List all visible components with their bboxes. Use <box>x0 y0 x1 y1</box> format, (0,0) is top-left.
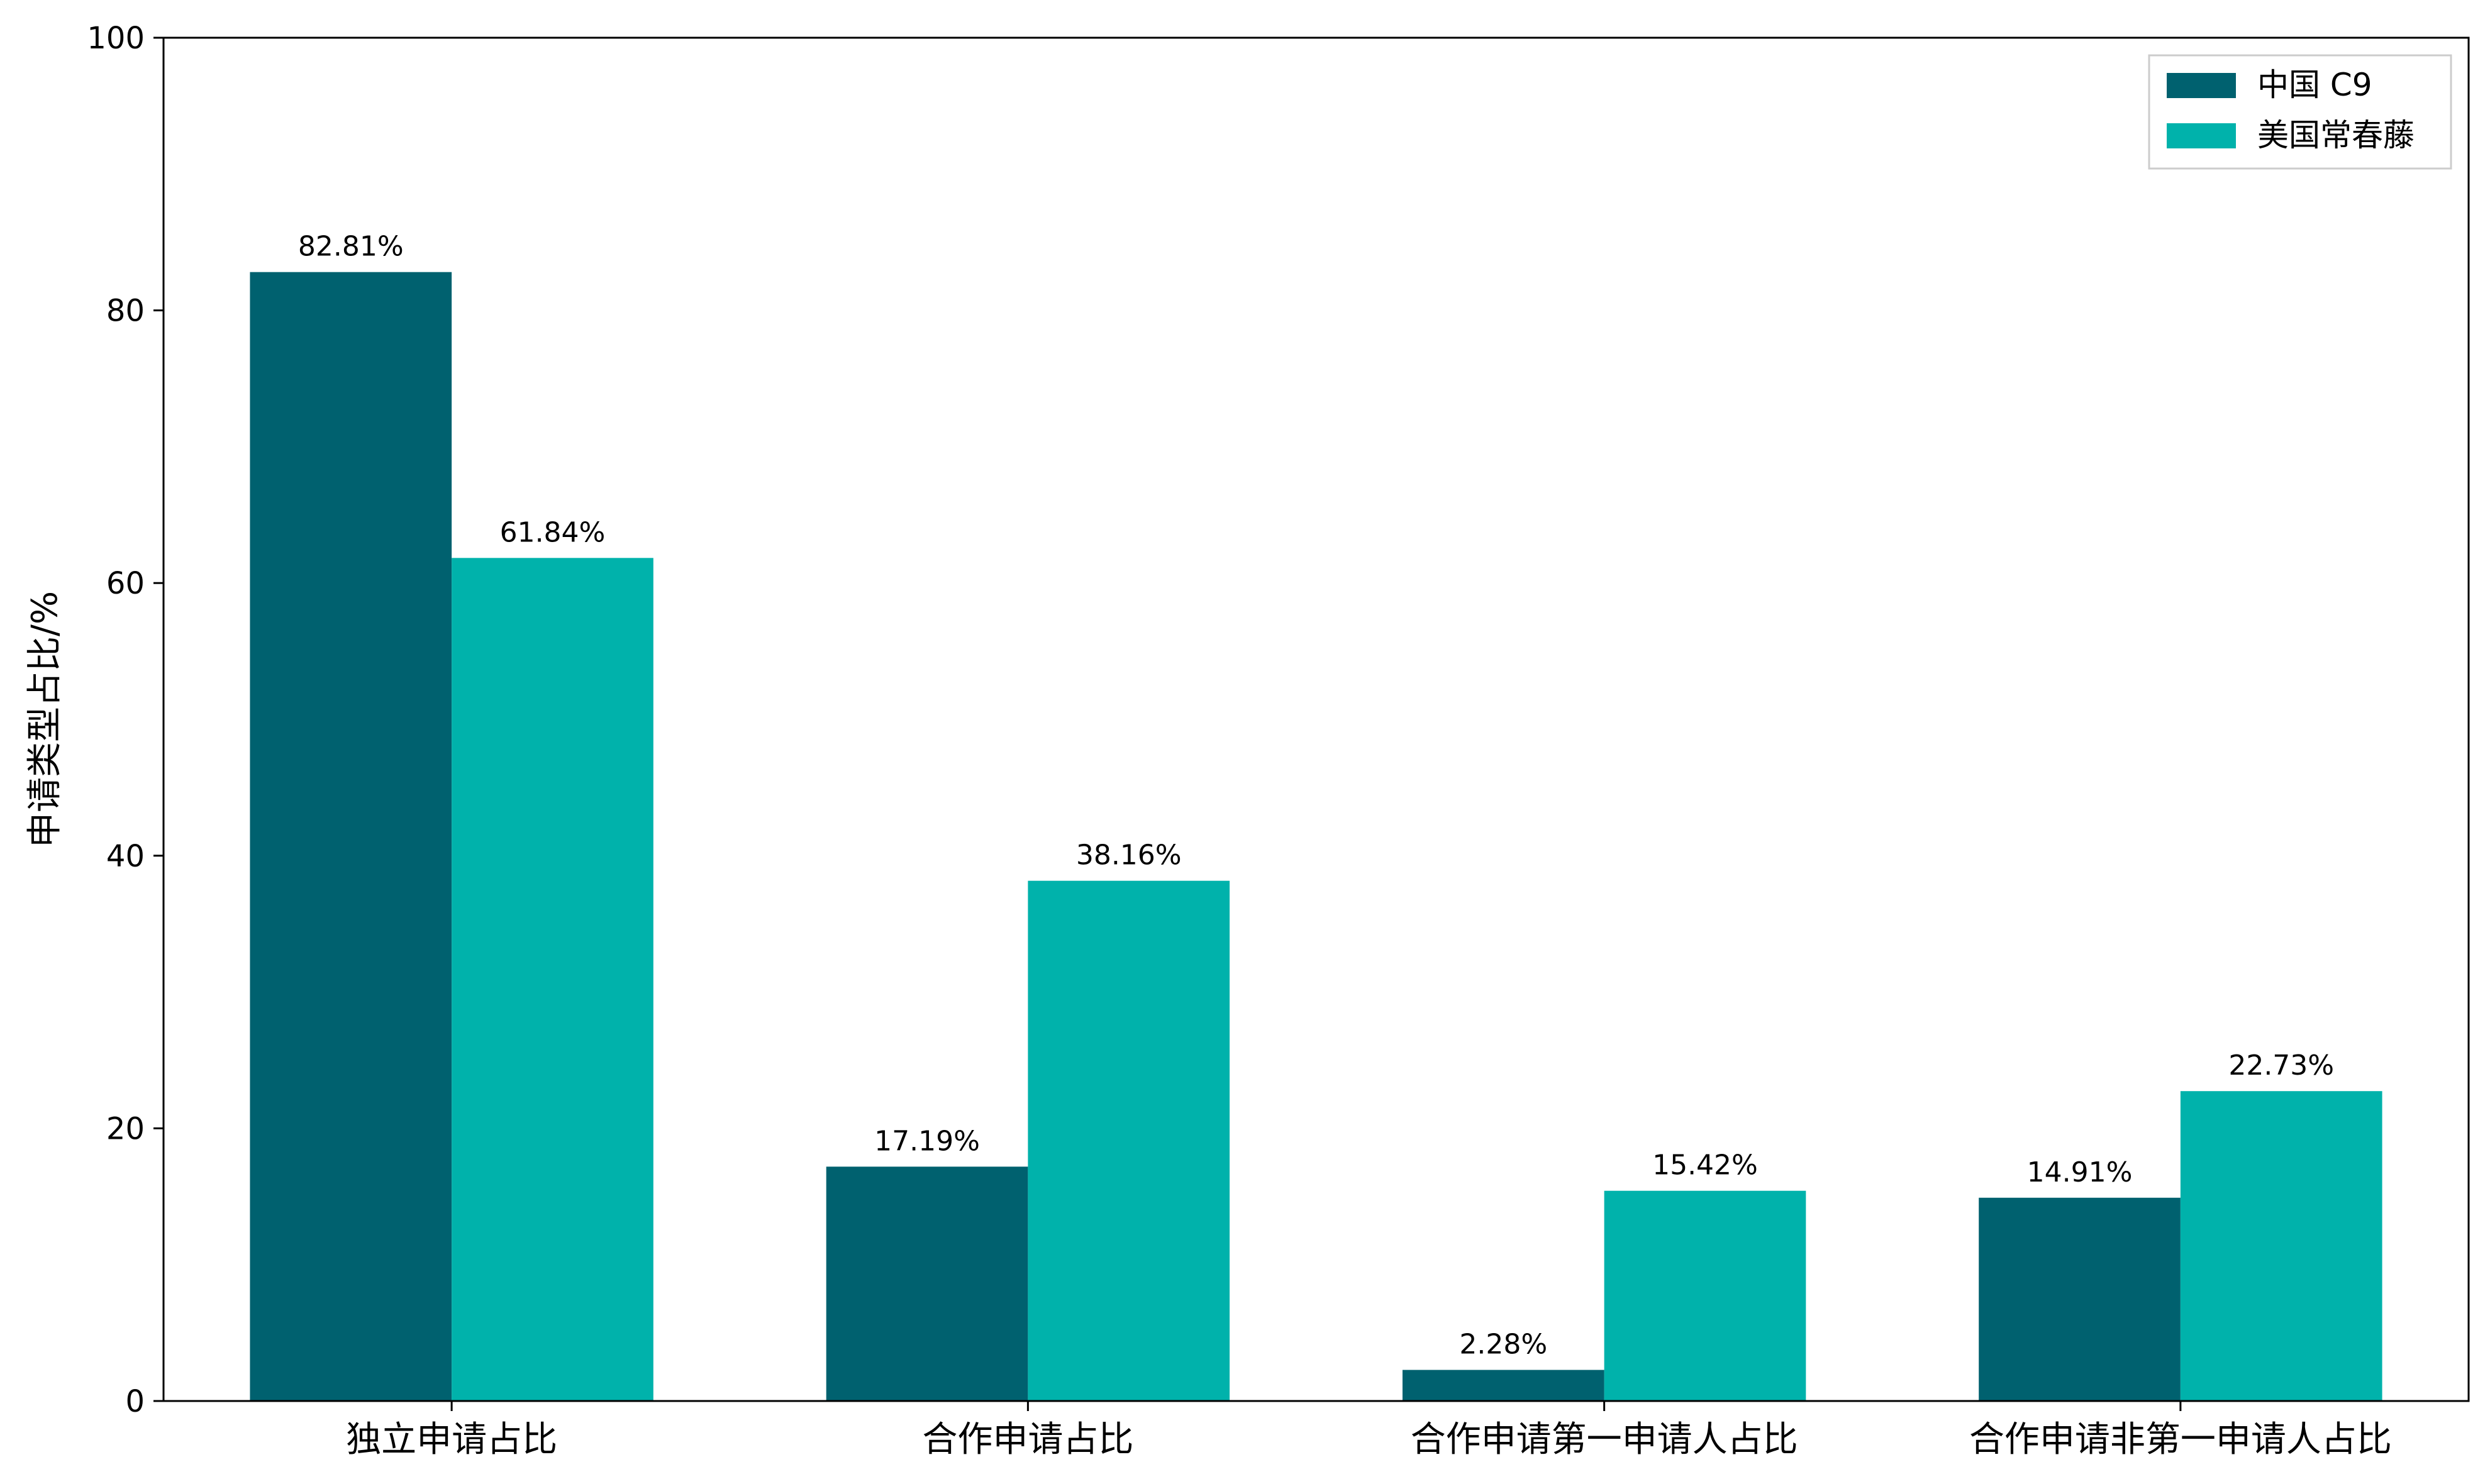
x-axis: 独立申请占比 合作申请占比 合作申请第一申请人占比 合作申请非第一申请人占比 <box>346 1401 2392 1460</box>
value-label: 17.19% <box>874 1125 980 1157</box>
bar-series-2-cat-3 <box>1604 1190 1806 1401</box>
bar-series-1-cat-3 <box>1402 1370 1604 1401</box>
value-label: 38.16% <box>1076 839 1182 872</box>
value-label: 14.91% <box>2027 1156 2133 1188</box>
y-axis: 0 20 40 60 80 100 <box>87 21 164 1419</box>
legend: 中国 C9 美国常春藤 <box>2148 54 2452 170</box>
bars-layer <box>250 272 2382 1401</box>
legend-swatch <box>2167 123 2236 148</box>
bar-series-2-cat-2 <box>1028 880 1230 1401</box>
y-axis-title: 申请类型占比/% <box>25 591 65 848</box>
bar-series-1-cat-1 <box>250 272 452 1401</box>
y-tick-label: 20 <box>106 1111 145 1146</box>
bar-series-1-cat-4 <box>1979 1197 2181 1401</box>
y-tick-label: 80 <box>106 294 145 329</box>
y-tick-label: 100 <box>87 21 145 56</box>
x-tick-label: 合作申请占比 <box>922 1419 1133 1460</box>
value-label: 15.42% <box>1652 1149 1758 1182</box>
x-tick-label: 合作申请非第一申请人占比 <box>1969 1419 2392 1460</box>
legend-swatch <box>2167 73 2236 98</box>
bar-series-2-cat-1 <box>452 558 653 1401</box>
plot-frame <box>162 36 2470 1402</box>
bar-series-2-cat-4 <box>2180 1091 2382 1401</box>
legend-label: 美国常春藤 <box>2257 117 2415 153</box>
value-label: 22.73% <box>2228 1049 2334 1082</box>
bar-series-1-cat-2 <box>826 1166 1028 1401</box>
y-tick-label: 60 <box>106 566 145 601</box>
x-tick-label: 独立申请占比 <box>346 1419 557 1460</box>
y-tick-label: 40 <box>106 839 145 874</box>
value-label: 82.81% <box>298 231 404 263</box>
value-label: 2.28% <box>1459 1329 1547 1361</box>
value-labels-layer: 82.81% 17.19% 2.28% 14.91% 61.84% 38.16% 15.42… <box>298 231 2334 1361</box>
legend-label: 中国 C9 <box>2257 67 2372 103</box>
value-label: 61.84% <box>500 516 606 548</box>
x-tick-label: 合作申请第一申请人占比 <box>1411 1419 1798 1460</box>
y-tick-label: 0 <box>125 1384 145 1419</box>
